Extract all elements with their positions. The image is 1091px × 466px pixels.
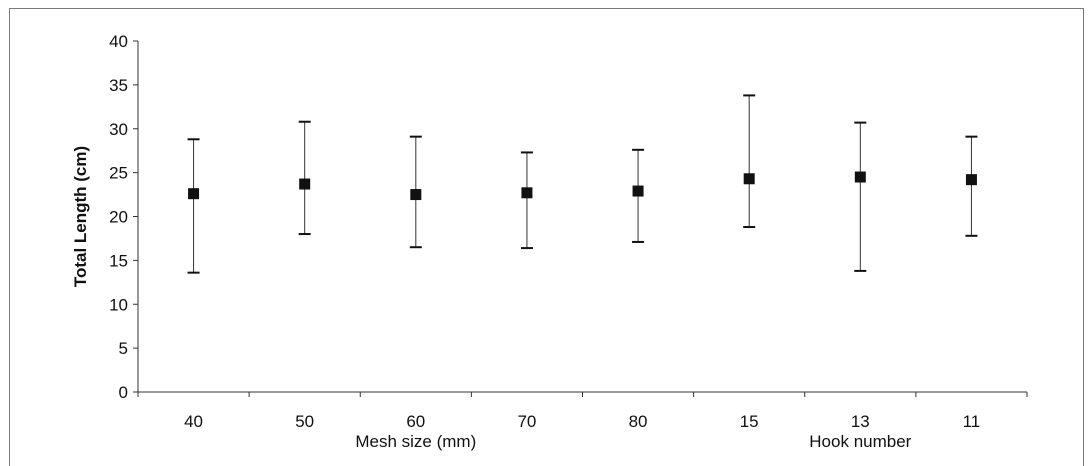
x-tick-label: 40 xyxy=(184,412,203,431)
error-bar xyxy=(187,138,200,274)
x-axis-ticks: 40 50 60 70 80 15 13 11 xyxy=(137,392,1028,431)
x-tick-label: 15 xyxy=(740,412,759,431)
y-tick-label: 30 xyxy=(109,120,128,139)
chart-frame xyxy=(9,8,1084,466)
x-tick-label: 13 xyxy=(851,412,870,431)
y-tick-label: 5 xyxy=(119,339,128,358)
x-tick-label: 80 xyxy=(629,412,648,431)
x-tick-label: 50 xyxy=(295,412,314,431)
data-point xyxy=(188,188,200,200)
x-group-labels: Mesh size (mm) Hook number xyxy=(355,432,911,451)
y-tick-label: 35 xyxy=(109,76,128,95)
x-tick-label: 60 xyxy=(406,412,425,431)
data-point xyxy=(632,185,644,197)
error-bar xyxy=(743,94,756,229)
error-bars xyxy=(187,94,978,274)
y-axis-label: Total Length (cm) xyxy=(71,146,90,287)
y-tick-label: 20 xyxy=(109,208,128,227)
y-tick-label: 25 xyxy=(109,164,128,183)
data-point xyxy=(521,187,533,199)
y-axis-ticks: 0 5 10 15 20 25 30 35 40 xyxy=(109,32,138,402)
y-tick-label: 40 xyxy=(109,32,128,51)
axes xyxy=(137,41,1027,393)
error-bar xyxy=(520,151,533,250)
x-tick-label: 11 xyxy=(963,412,981,431)
data-point xyxy=(743,173,755,185)
y-tick-label: 15 xyxy=(109,251,128,270)
y-tick-label: 0 xyxy=(119,383,128,402)
data-point xyxy=(965,174,977,186)
data-point xyxy=(854,171,866,183)
data-points xyxy=(188,171,977,201)
error-bar xyxy=(965,135,978,237)
y-tick-label: 10 xyxy=(109,295,128,314)
x-group-label: Mesh size (mm) xyxy=(355,432,476,451)
error-bar xyxy=(298,120,311,236)
data-point xyxy=(410,189,422,201)
x-tick-label: 70 xyxy=(517,412,536,431)
x-group-label: Hook number xyxy=(809,432,911,451)
data-point xyxy=(299,178,311,190)
error-bar xyxy=(854,121,867,272)
